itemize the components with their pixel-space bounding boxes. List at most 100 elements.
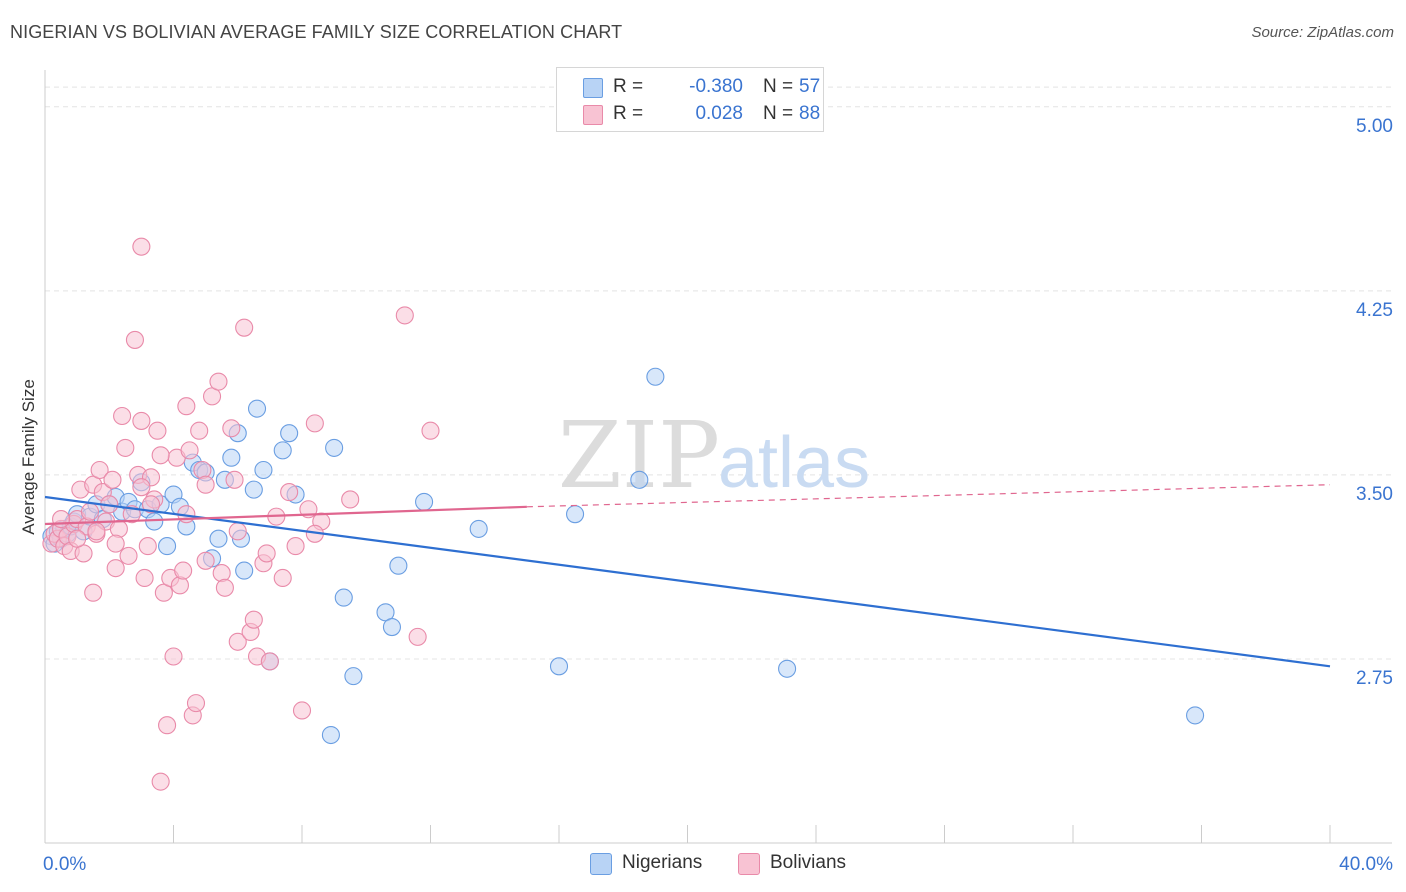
bolivians-legend-label: Bolivians xyxy=(770,852,847,873)
bolivian-point xyxy=(103,470,122,489)
watermark-atlas: atlas xyxy=(718,423,870,503)
bolivian-point xyxy=(421,421,440,440)
y-tick-label: 3.50 xyxy=(1356,484,1393,505)
bolivian-point xyxy=(148,421,167,440)
bolivian-point xyxy=(151,772,170,791)
nigerian-point xyxy=(469,519,488,538)
bolivian-point xyxy=(116,438,135,457)
bolivian-point xyxy=(90,460,109,480)
nigerian-point xyxy=(566,505,585,524)
bolivian-point xyxy=(106,559,125,578)
bolivian-point xyxy=(280,483,299,502)
bolivian-point xyxy=(135,568,154,588)
data-points xyxy=(42,237,1205,791)
bolivian-point xyxy=(408,627,427,646)
nigerians-swatch xyxy=(583,78,603,98)
bolivian-point xyxy=(286,537,305,556)
bolivian-point xyxy=(196,475,215,494)
bolivian-point xyxy=(132,237,151,256)
nigerian-point xyxy=(778,659,797,678)
nigerian-point xyxy=(344,667,363,686)
bolivian-point xyxy=(177,397,196,416)
nigerian-point xyxy=(1186,706,1205,725)
nigerians-legend-swatch xyxy=(590,853,612,875)
bolivian-point xyxy=(244,610,263,629)
nigerian-point xyxy=(209,529,228,548)
nigerian-point xyxy=(158,537,177,556)
nigerian-point xyxy=(244,480,263,499)
bolivian-point xyxy=(341,490,360,509)
nigerians-legend-label: Nigerians xyxy=(622,852,703,873)
bolivian-point xyxy=(151,446,170,465)
trend-lines xyxy=(44,484,1331,668)
bolivian-point xyxy=(209,372,228,391)
bolivian-point xyxy=(119,546,138,565)
n-label: N = xyxy=(763,103,794,124)
bolivian-point xyxy=(212,564,231,583)
bolivian-point xyxy=(109,519,128,538)
bolivian-point xyxy=(273,568,292,588)
correlation-legend: R = -0.380 N = 57 R = 0.028 N = 88 xyxy=(556,67,824,132)
bolivians-legend-swatch xyxy=(738,853,760,875)
nigerian-trend-line xyxy=(44,495,1331,668)
bolivian-point xyxy=(225,470,244,489)
r-label: R = xyxy=(613,76,644,97)
bolivian-point xyxy=(215,578,234,597)
bolivian-point xyxy=(84,583,103,602)
x-tick-label-max: 40.0% xyxy=(1339,854,1393,875)
n-value: 88 xyxy=(799,103,821,124)
n-value: 57 xyxy=(799,76,821,97)
nigerian-point xyxy=(549,657,569,676)
nigerian-point xyxy=(222,448,241,467)
nigerian-point xyxy=(415,492,434,511)
watermark-zip: ZIP xyxy=(558,402,720,509)
bolivian-point xyxy=(228,522,247,541)
bolivian-point xyxy=(228,632,247,651)
nigerian-point xyxy=(630,470,649,489)
bolivian-point xyxy=(174,561,193,580)
bolivian-point xyxy=(186,694,206,713)
bolivian-trend-line xyxy=(44,505,527,526)
bolivian-point xyxy=(113,406,132,426)
nigerian-point xyxy=(321,725,340,745)
bolivian-point xyxy=(164,647,183,666)
r-value: -0.380 xyxy=(689,76,743,97)
nigerian-point xyxy=(280,424,299,443)
axes xyxy=(44,70,1392,844)
bolivian-point xyxy=(132,411,151,430)
y-tick-label: 2.75 xyxy=(1356,668,1393,689)
chart-title: NIGERIAN VS BOLIVIAN AVERAGE FAMILY SIZE… xyxy=(10,22,623,42)
bolivian-point xyxy=(235,318,254,337)
y-tick-label: 4.25 xyxy=(1356,300,1393,321)
bolivian-point xyxy=(257,544,276,563)
nigerian-point xyxy=(382,618,402,637)
nigerian-point xyxy=(646,367,665,386)
nigerian-point xyxy=(235,561,254,580)
r-value: 0.028 xyxy=(695,103,743,124)
bolivian-point xyxy=(222,419,241,438)
bolivian-point xyxy=(132,478,151,497)
nigerian-point xyxy=(247,399,267,418)
bolivian-point xyxy=(190,421,209,440)
axis-labels: 2.75 3.50 4.25 5.00 0.0% 40.0% Average Family … xyxy=(19,116,1393,875)
bolivians-swatch xyxy=(583,105,603,125)
bolivian-point xyxy=(305,414,324,433)
bolivian-point xyxy=(196,551,215,570)
bolivian-point xyxy=(193,460,212,480)
nigerian-point xyxy=(325,438,344,457)
bolivian-point xyxy=(170,576,189,595)
bolivian-point xyxy=(80,502,100,521)
x-tick-label-min: 0.0% xyxy=(43,854,86,875)
bolivian-point xyxy=(141,495,161,514)
bolivian-point xyxy=(52,510,71,529)
bolivian-point xyxy=(138,537,157,556)
bolivian-point xyxy=(292,701,312,720)
bolivian-trend-extension xyxy=(526,484,1331,508)
y-axis-title: Average Family Size xyxy=(19,379,38,535)
nigerian-point xyxy=(254,460,273,480)
bolivian-point xyxy=(87,522,106,541)
bolivian-point xyxy=(68,529,87,548)
r-label: R = xyxy=(613,103,644,124)
bolivian-point xyxy=(125,330,144,349)
